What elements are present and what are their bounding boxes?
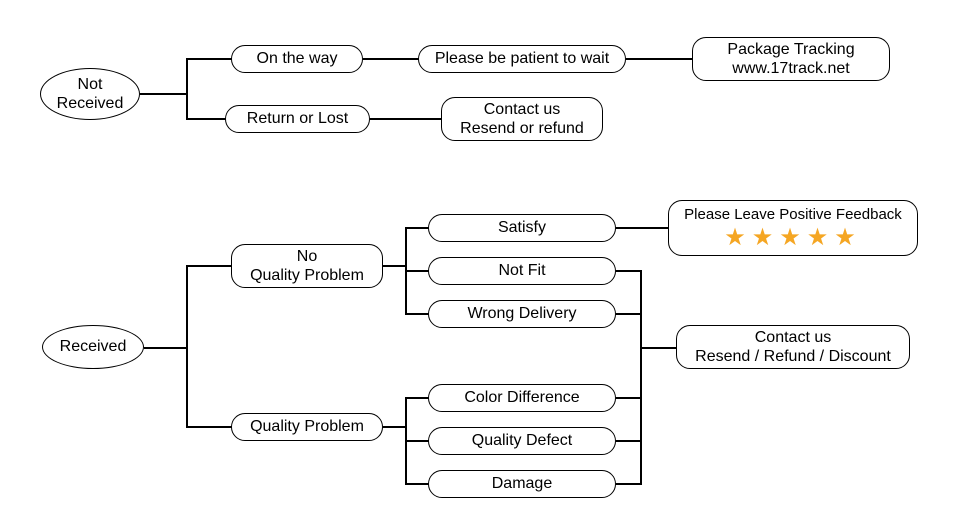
connector: [616, 270, 641, 272]
node-text: Color Difference: [464, 388, 579, 407]
flowchart-root: NotReceivedOn the wayReturn or LostPleas…: [0, 0, 960, 513]
node-text: On the way: [257, 49, 338, 68]
connector: [186, 426, 232, 428]
node-quality-defect: Quality Defect: [428, 427, 616, 455]
connector: [383, 426, 405, 428]
node-return-lost: Return or Lost: [225, 105, 370, 133]
node-text: Resend or refund: [460, 119, 584, 138]
connector: [616, 313, 641, 315]
connector: [616, 483, 641, 485]
node-feedback: Please Leave Positive Feedback ★★★★★: [668, 200, 918, 256]
connector: [144, 347, 186, 349]
node-damage: Damage: [428, 470, 616, 498]
node-text: Received: [57, 94, 124, 113]
node-text: Damage: [492, 474, 552, 493]
node-wrong-delivery: Wrong Delivery: [428, 300, 616, 328]
node-text: Please Leave Positive Feedback: [684, 206, 902, 224]
connector: [640, 270, 642, 485]
node-be-patient: Please be patient to wait: [418, 45, 626, 73]
connector: [616, 440, 641, 442]
node-text: Return or Lost: [247, 109, 348, 128]
star-rating-icon: ★★★★★: [724, 226, 862, 250]
node-text: Quality Problem: [250, 417, 364, 436]
node-text: Wrong Delivery: [467, 304, 576, 323]
node-text: Not: [78, 75, 103, 94]
node-satisfy: Satisfy: [428, 214, 616, 242]
node-text: www.17track.net: [732, 59, 849, 78]
connector: [140, 93, 186, 95]
node-text: Received: [60, 337, 127, 356]
node-no-quality: NoQuality Problem: [231, 244, 383, 288]
node-contact-rrd: Contact usResend / Refund / Discount: [676, 325, 910, 369]
node-text: No: [297, 247, 317, 266]
connector: [405, 397, 429, 399]
node-contact-resend-refund: Contact usResend or refund: [441, 97, 603, 141]
connector: [370, 118, 442, 120]
node-text: Quality Problem: [250, 266, 364, 285]
node-text: Contact us: [484, 100, 560, 119]
connector: [186, 265, 188, 428]
connector: [405, 440, 429, 442]
node-text: Resend / Refund / Discount: [695, 347, 891, 366]
node-color-diff: Color Difference: [428, 384, 616, 412]
connector: [186, 58, 188, 120]
node-text: Contact us: [755, 328, 831, 347]
node-received: Received: [42, 325, 144, 369]
connector: [186, 118, 226, 120]
connector: [626, 58, 693, 60]
connector: [405, 227, 429, 229]
node-text: Quality Defect: [472, 431, 572, 450]
connector: [405, 483, 429, 485]
connector: [363, 58, 419, 60]
node-not-fit: Not Fit: [428, 257, 616, 285]
node-on-the-way: On the way: [231, 45, 363, 73]
connector: [186, 265, 232, 267]
connector: [616, 227, 669, 229]
node-quality: Quality Problem: [231, 413, 383, 441]
connector: [616, 397, 641, 399]
node-text: Satisfy: [498, 218, 546, 237]
connector: [405, 270, 429, 272]
connector: [405, 313, 429, 315]
node-text: Please be patient to wait: [435, 49, 609, 68]
node-tracking: Package Trackingwww.17track.net: [692, 37, 890, 81]
node-text: Package Tracking: [727, 40, 854, 59]
connector: [640, 347, 677, 349]
node-text: Not Fit: [498, 261, 545, 280]
connector: [186, 58, 232, 60]
node-not-received: NotReceived: [40, 68, 140, 120]
connector: [383, 265, 405, 267]
